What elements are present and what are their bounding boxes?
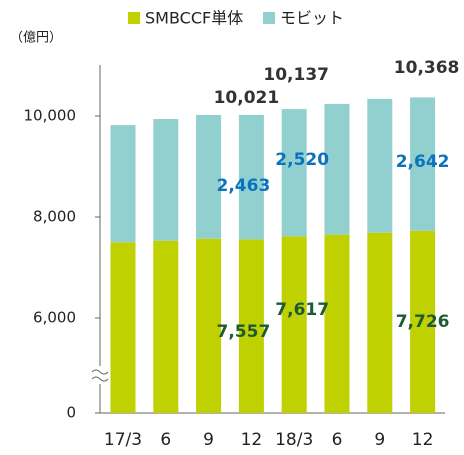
x-tick-label: 18/3 — [275, 430, 313, 450]
bar-segment — [410, 97, 436, 231]
bar-segment — [153, 119, 179, 241]
value-label: 7,557 — [217, 322, 271, 342]
x-tick-label: 9 — [203, 430, 214, 450]
x-tick-label: 6 — [160, 430, 171, 450]
bar-segment — [324, 103, 350, 235]
total-label: 10,137 — [263, 65, 329, 85]
y-tick-label: 0 — [66, 404, 76, 422]
bar-segment — [110, 125, 136, 243]
bar-segment — [196, 238, 222, 413]
value-label: 2,463 — [217, 176, 271, 196]
bar-segment — [110, 242, 136, 413]
value-label: 7,726 — [396, 312, 450, 332]
legend-label: SMBCCF単体 — [145, 9, 243, 28]
y-axis-label: （億円） — [10, 30, 62, 46]
bar-segment — [281, 236, 307, 413]
x-tick-label: 12 — [241, 430, 263, 450]
bar-segment — [281, 109, 307, 237]
bar-segment — [367, 232, 393, 413]
x-tick-label: 6 — [332, 430, 343, 450]
y-tick-label: 6,000 — [33, 309, 76, 327]
value-label: 2,642 — [396, 152, 450, 172]
bar-segment — [410, 230, 436, 413]
bar-segment — [238, 239, 264, 413]
total-label: 10,368 — [394, 58, 460, 78]
x-tick-label: 12 — [412, 430, 434, 450]
legend-label: モビット — [280, 9, 344, 28]
axis-break — [91, 366, 109, 384]
bar-segment — [367, 98, 393, 233]
value-label: 7,617 — [275, 300, 329, 320]
bar-segment — [153, 240, 179, 413]
total-label: 10,021 — [214, 88, 280, 108]
y-tick-label: 8,000 — [33, 208, 76, 226]
bar-segment — [324, 234, 350, 413]
legend-swatch — [263, 12, 275, 24]
value-label: 2,520 — [275, 150, 329, 170]
legend-swatch — [128, 12, 140, 24]
bar-segment — [196, 114, 222, 239]
y-tick-label: 10,000 — [24, 107, 77, 125]
x-tick-label: 17/3 — [104, 430, 142, 450]
bar-segment — [238, 114, 264, 240]
x-tick-label: 9 — [374, 430, 385, 450]
